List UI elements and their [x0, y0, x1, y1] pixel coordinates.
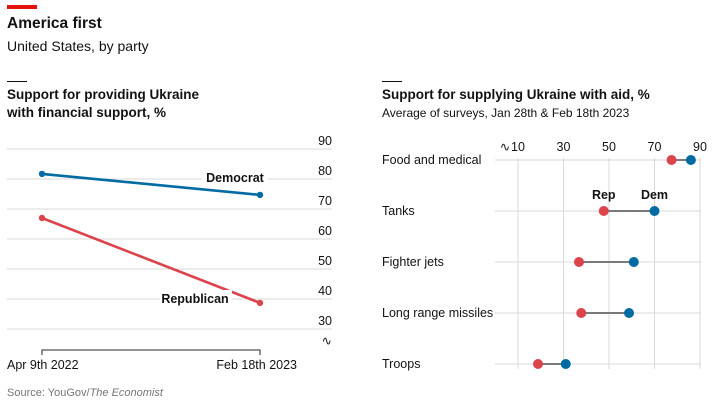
x-tick-label: 70	[648, 140, 662, 154]
page-subtitle: United States, by party	[7, 38, 149, 54]
left-chart-title-line2: with financial support, %	[7, 105, 167, 120]
dem-legend-label: Dem	[641, 188, 668, 202]
x-tick-label: 90	[693, 140, 707, 154]
left-chart-title: Support for providing Ukraine with finan…	[7, 86, 199, 122]
x-tick-label: 10	[511, 140, 525, 154]
left-chart-rule	[7, 81, 27, 82]
x-tick-label: Feb 18th 2023	[216, 358, 297, 372]
source-note: Source: YouGov/The Economist	[7, 387, 163, 399]
category-label: Food and medical	[382, 153, 481, 167]
source-publication: The Economist	[89, 387, 163, 399]
x-tick-label: 30	[557, 140, 571, 154]
republican-label-bg	[160, 290, 232, 308]
democrat-label: Democrat	[206, 171, 264, 185]
dem-point	[560, 359, 571, 369]
y-tick-label: 50	[318, 254, 332, 268]
rep-point	[666, 155, 677, 165]
y-tick-label: 30	[318, 314, 332, 328]
republican-line	[41, 216, 261, 305]
republican-point	[38, 214, 46, 222]
left-chart-title-line1: Support for providing Ukraine	[7, 87, 200, 102]
page-title: America first	[7, 15, 102, 32]
democrat-line	[41, 172, 261, 197]
y-tick-label: 60	[318, 224, 332, 238]
rep-point	[576, 308, 587, 318]
right-chart-rule	[382, 81, 402, 82]
dem-point	[624, 308, 635, 318]
y-tick-label: 80	[318, 164, 332, 178]
republican-point	[256, 299, 264, 307]
right-chart-subtitle: Average of surveys, Jan 28th & Feb 18th …	[382, 106, 630, 120]
democrat-point	[256, 191, 264, 199]
democrat-point	[38, 170, 46, 178]
axis-break-icon: ∿	[500, 140, 510, 154]
dem-point	[628, 257, 639, 267]
x-tick-label: 50	[602, 140, 616, 154]
dem-point	[649, 206, 660, 216]
category-label: Long range missiles	[382, 306, 493, 320]
rep-point	[533, 359, 544, 369]
republican-label: Republican	[161, 292, 228, 306]
dem-point	[685, 155, 696, 165]
y-tick-label: 70	[318, 194, 332, 208]
right-chart-title: Support for supplying Ukraine with aid, …	[382, 87, 650, 102]
rep-point	[573, 257, 584, 267]
axis-break-icon: ∿	[322, 334, 332, 348]
category-label: Tanks	[382, 204, 415, 218]
y-tick-label: 90	[318, 134, 332, 148]
x-tick-label: Apr 9th 2022	[7, 358, 79, 372]
category-label: Fighter jets	[382, 255, 444, 269]
rep-point	[598, 206, 609, 216]
democrat-label-bg	[202, 169, 268, 187]
category-label: Troops	[382, 357, 420, 371]
rep-legend-label: Rep	[592, 188, 616, 202]
source-prefix: Source: YouGov/	[7, 387, 90, 399]
x-axis-bracket	[41, 349, 261, 355]
accent-bar	[7, 5, 37, 9]
y-tick-label: 40	[318, 284, 332, 298]
